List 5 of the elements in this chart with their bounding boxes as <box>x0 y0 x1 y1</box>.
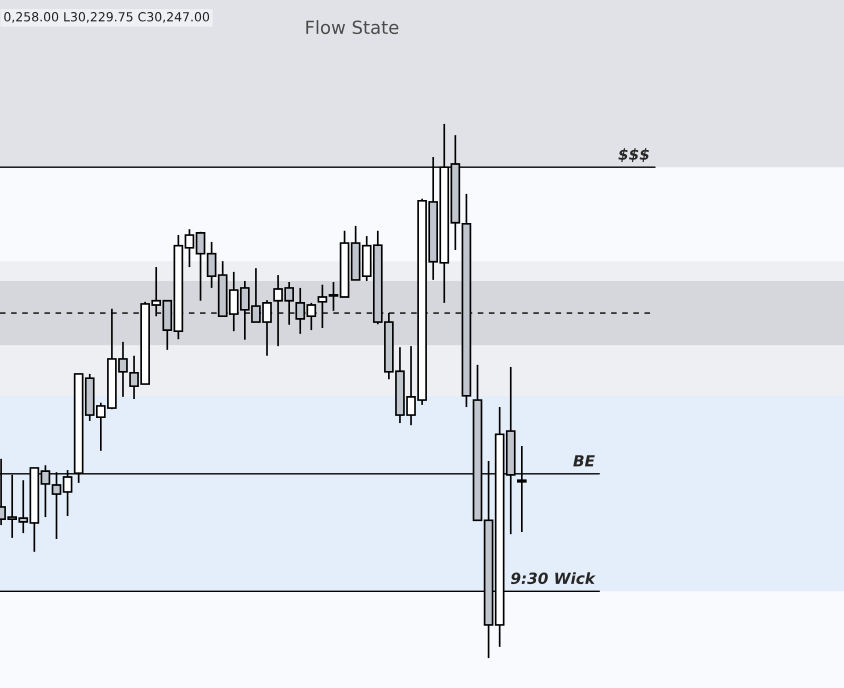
chart-title: Flow State <box>306 20 398 34</box>
ref-line-label: $$$ <box>618 148 649 162</box>
ref-line-label: BE <box>573 455 595 466</box>
text: 0,258.00 L30,229.75 C30,247.00 <box>4 12 210 23</box>
annotation: 9:30 Wick <box>511 572 596 584</box>
